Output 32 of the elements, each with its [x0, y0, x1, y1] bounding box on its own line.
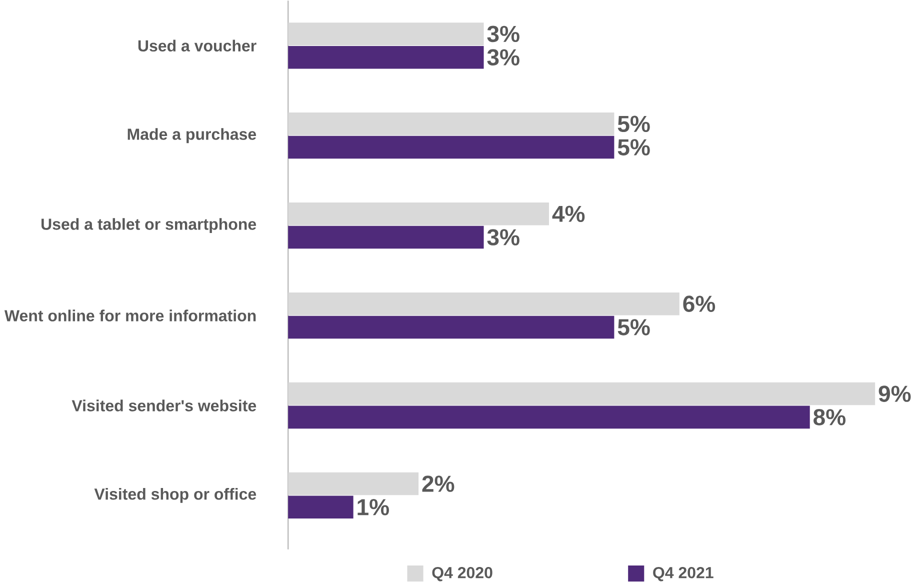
y-tick-label: Visited shop or office [94, 488, 256, 504]
bar [288, 112, 614, 136]
data-label: 5% [618, 116, 650, 132]
data-label: 2% [422, 476, 454, 492]
y-tick-label: Used a voucher [138, 40, 256, 52]
data-label: 9% [878, 386, 911, 402]
data-label: 3% [487, 49, 520, 66]
data-label: 3% [487, 26, 520, 42]
legend-label: Q4 2021 [653, 567, 714, 582]
y-tick-label: Went online for more information [4, 310, 256, 322]
bar [288, 46, 484, 69]
data-label: 4% [552, 206, 585, 222]
bar [288, 496, 354, 519]
data-label: 1% [358, 499, 389, 516]
data-label: 6% [683, 296, 716, 312]
data-label: 8% [814, 409, 846, 426]
bar [288, 226, 484, 249]
data-label: 5% [618, 319, 650, 336]
bar [288, 22, 484, 46]
data-label: 5% [618, 139, 650, 156]
legend-label: Q4 2020 [432, 567, 492, 582]
bar [288, 406, 810, 429]
y-tick-label: Visited sender's website [72, 400, 256, 412]
y-tick-label: Used a tablet or smartphone [42, 218, 256, 234]
data-label: 3% [487, 229, 520, 246]
bar [288, 472, 419, 496]
bar [288, 202, 549, 226]
y-tick-label: Made a purchase [128, 128, 256, 144]
bar [288, 316, 614, 339]
bar [288, 136, 614, 159]
bar [288, 292, 680, 316]
bar [288, 382, 876, 406]
